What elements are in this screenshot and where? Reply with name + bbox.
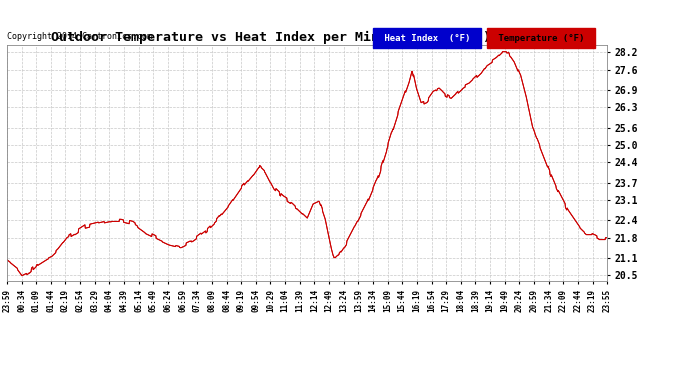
Title: Outdoor Temperature vs Heat Index per Minute (24 Hours) 20140213: Outdoor Temperature vs Heat Index per Mi…	[51, 31, 563, 44]
Text: Copyright 2014 Cartronics.com: Copyright 2014 Cartronics.com	[7, 32, 152, 41]
Text: Heat Index  (°F): Heat Index (°F)	[379, 34, 476, 43]
Text: Temperature (°F): Temperature (°F)	[493, 34, 590, 43]
